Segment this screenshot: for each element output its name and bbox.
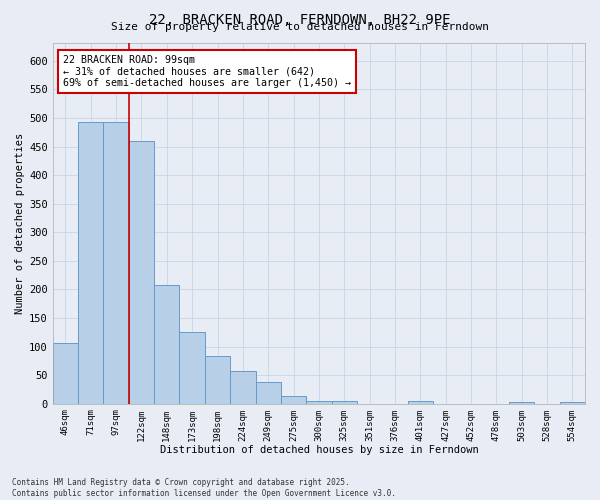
- Bar: [53, 342, 78, 404]
- Y-axis label: Number of detached properties: Number of detached properties: [15, 132, 25, 314]
- Text: 22 BRACKEN ROAD: 99sqm
← 31% of detached houses are smaller (642)
69% of semi-de: 22 BRACKEN ROAD: 99sqm ← 31% of detached…: [64, 55, 352, 88]
- Bar: [154, 285, 179, 404]
- Bar: [509, 402, 535, 404]
- Bar: [332, 401, 357, 404]
- Bar: [230, 370, 256, 404]
- Bar: [281, 396, 306, 404]
- Text: Contains HM Land Registry data © Crown copyright and database right 2025.
Contai: Contains HM Land Registry data © Crown c…: [12, 478, 396, 498]
- Bar: [78, 122, 103, 404]
- Bar: [129, 141, 154, 404]
- Bar: [560, 402, 585, 404]
- Text: 22, BRACKEN ROAD, FERNDOWN, BH22 9PE: 22, BRACKEN ROAD, FERNDOWN, BH22 9PE: [149, 12, 451, 26]
- Bar: [306, 401, 332, 404]
- Bar: [407, 401, 433, 404]
- Bar: [205, 356, 230, 404]
- X-axis label: Distribution of detached houses by size in Ferndown: Distribution of detached houses by size …: [160, 445, 478, 455]
- Bar: [179, 332, 205, 404]
- Text: Size of property relative to detached houses in Ferndown: Size of property relative to detached ho…: [111, 22, 489, 32]
- Bar: [256, 382, 281, 404]
- Bar: [103, 122, 129, 404]
